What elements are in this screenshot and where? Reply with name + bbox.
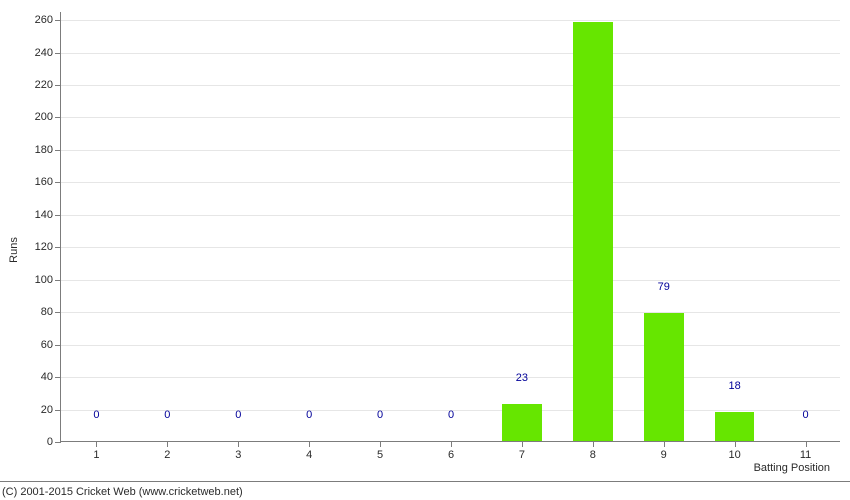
x-tick xyxy=(664,441,665,447)
footer-text: (C) 2001-2015 Cricket Web (www.cricketwe… xyxy=(2,486,243,498)
y-tick-label: 60 xyxy=(41,339,53,351)
x-tick xyxy=(96,441,97,447)
y-tick-label: 20 xyxy=(41,404,53,416)
gridline xyxy=(61,85,840,86)
bar-value-label: 0 xyxy=(377,409,383,425)
bar-value-label: 0 xyxy=(448,409,454,425)
x-tick xyxy=(238,441,239,447)
y-tick-label: 240 xyxy=(35,47,53,59)
y-tick-label: 180 xyxy=(35,144,53,156)
x-tick xyxy=(593,441,594,447)
x-tick xyxy=(806,441,807,447)
y-tick xyxy=(55,442,61,443)
bar xyxy=(502,404,542,441)
x-tick-label: 2 xyxy=(164,449,170,461)
y-tick-label: 40 xyxy=(41,371,53,383)
bar-value-label: 0 xyxy=(306,409,312,425)
y-tick xyxy=(55,215,61,216)
y-tick-label: 120 xyxy=(35,241,53,253)
y-tick xyxy=(55,377,61,378)
x-tick xyxy=(380,441,381,447)
gridline xyxy=(61,182,840,183)
bar-value-label: 0 xyxy=(164,409,170,425)
x-tick xyxy=(735,441,736,447)
y-tick-label: 260 xyxy=(35,14,53,26)
gridline xyxy=(61,215,840,216)
x-tick-label: 1 xyxy=(93,449,99,461)
gridline xyxy=(61,247,840,248)
x-tick-label: 6 xyxy=(448,449,454,461)
gridline xyxy=(61,312,840,313)
y-tick xyxy=(55,280,61,281)
y-tick xyxy=(55,20,61,21)
x-tick-label: 9 xyxy=(661,449,667,461)
x-tick-label: 7 xyxy=(519,449,525,461)
y-tick xyxy=(55,182,61,183)
bar-value-label: 0 xyxy=(93,409,99,425)
y-tick xyxy=(55,410,61,411)
y-tick-label: 80 xyxy=(41,306,53,318)
gridline xyxy=(61,117,840,118)
x-tick-label: 5 xyxy=(377,449,383,461)
bar-value-label: 258 xyxy=(584,0,602,6)
x-tick xyxy=(309,441,310,447)
y-tick xyxy=(55,117,61,118)
gridline xyxy=(61,280,840,281)
y-tick-label: 220 xyxy=(35,79,53,91)
gridline xyxy=(61,377,840,378)
y-tick-label: 160 xyxy=(35,176,53,188)
y-tick xyxy=(55,312,61,313)
x-tick-label: 11 xyxy=(800,449,811,461)
bar xyxy=(573,22,613,441)
x-tick-label: 8 xyxy=(590,449,596,461)
y-axis-title: Runs xyxy=(8,237,20,263)
bar-value-label: 18 xyxy=(729,380,741,396)
y-tick xyxy=(55,345,61,346)
y-tick xyxy=(55,53,61,54)
y-tick xyxy=(55,247,61,248)
x-tick-label: 4 xyxy=(306,449,312,461)
bar xyxy=(715,412,755,441)
x-tick-label: 3 xyxy=(235,449,241,461)
plot-area: 0204060801001201401601802002202402601020… xyxy=(60,12,840,442)
x-tick xyxy=(167,441,168,447)
chart-container: Runs Batting Position 020406080100120140… xyxy=(0,0,850,500)
gridline xyxy=(61,53,840,54)
y-tick-label: 100 xyxy=(35,274,53,286)
bar-value-label: 79 xyxy=(658,281,670,297)
x-tick-label: 10 xyxy=(729,449,741,461)
bar xyxy=(644,313,684,441)
y-tick-label: 200 xyxy=(35,111,53,123)
x-tick xyxy=(451,441,452,447)
y-tick xyxy=(55,85,61,86)
bar-value-label: 0 xyxy=(802,409,808,425)
bar-value-label: 0 xyxy=(235,409,241,425)
y-tick-label: 140 xyxy=(35,209,53,221)
footer-separator xyxy=(0,481,850,482)
y-tick xyxy=(55,150,61,151)
gridline xyxy=(61,345,840,346)
x-axis-title: Batting Position xyxy=(754,462,830,474)
bar-value-label: 23 xyxy=(516,372,528,388)
y-tick-label: 0 xyxy=(47,436,53,448)
gridline xyxy=(61,150,840,151)
x-tick xyxy=(522,441,523,447)
gridline xyxy=(61,20,840,21)
